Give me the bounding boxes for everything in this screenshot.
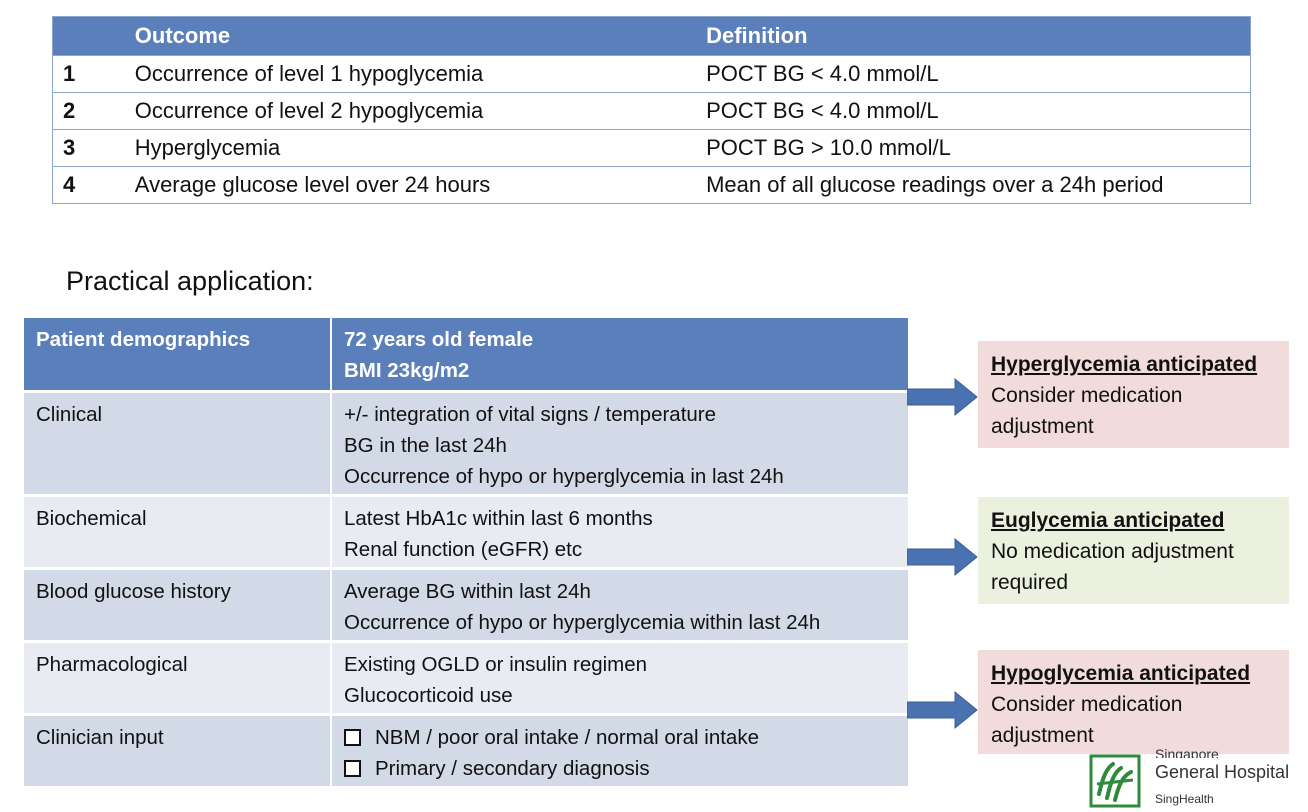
checklist-item: Primary / secondary diagnosis xyxy=(344,753,896,784)
row-number: 1 xyxy=(63,61,76,86)
row-outcome: Occurrence of level 1 hypoglycemia xyxy=(134,61,484,86)
euglycemia-box: Euglycemia anticipated No medication adj… xyxy=(978,497,1289,604)
demographics-line: BMI 23kg/m2 xyxy=(344,359,470,382)
detail-line: +/- integration of vital signs / tempera… xyxy=(344,403,717,426)
row-definition: Mean of all glucose readings over a 24h … xyxy=(706,172,1164,197)
logo-line-2: General Hospital xyxy=(1155,762,1290,782)
row-definition: POCT BG < 4.0 mmol/L xyxy=(706,61,939,86)
box-text: Consider medication adjustment xyxy=(991,693,1183,747)
header-definition: Definition xyxy=(706,23,808,48)
detail-line: BG in the last 24h xyxy=(344,434,507,457)
table-row: 1 Occurrence of level 1 hypoglycemia POC… xyxy=(52,55,1251,93)
box-title: Hyperglycemia anticipated xyxy=(991,353,1258,376)
table-row: 2 Occurrence of level 2 hypoglycemia POC… xyxy=(52,92,1251,130)
row-details: Latest HbA1c within last 6 months Renal … xyxy=(331,494,908,569)
header-outcome: Outcome xyxy=(134,23,231,48)
row-label: Blood glucose history xyxy=(24,567,332,642)
hypoglycemia-box: Hypoglycemia anticipated Consider medica… xyxy=(978,650,1289,754)
section-title: Practical application: xyxy=(66,266,314,296)
sgh-logo-icon xyxy=(1089,754,1141,808)
row-definition: POCT BG > 10.0 mmol/L xyxy=(706,135,951,160)
checkbox-icon xyxy=(344,760,361,777)
row-label: Biochemical xyxy=(24,494,332,569)
hyperglycemia-box: Hyperglycemia anticipated Consider medic… xyxy=(978,341,1289,448)
detail-line: Occurrence of hypo or hyperglycemia in l… xyxy=(344,465,784,488)
right-arrow-icon xyxy=(907,537,978,577)
box-title: Hypoglycemia anticipated xyxy=(991,662,1251,685)
row-definition: POCT BG < 4.0 mmol/L xyxy=(706,98,939,123)
checklist-label: Primary / secondary diagnosis xyxy=(375,757,650,780)
row-details: Average BG within last 24h Occurrence of… xyxy=(331,567,908,642)
row-label: Clinical xyxy=(24,390,332,496)
row-number: 4 xyxy=(63,172,76,197)
detail-line: Latest HbA1c within last 6 months xyxy=(344,507,653,530)
box-text: Consider medication adjustment xyxy=(991,384,1183,438)
box-text: No medication adjustment required xyxy=(991,540,1234,594)
row-details: Existing OGLD or insulin regimen Glucoco… xyxy=(331,640,908,715)
row-label: Clinician input xyxy=(24,713,332,786)
table-row: Clinician input NBM / poor oral intake /… xyxy=(24,713,908,786)
practical-application-table: Patient demographics 72 years old female… xyxy=(24,318,908,786)
demographics-label: Patient demographics xyxy=(24,318,332,392)
checklist-label: NBM / poor oral intake / normal oral int… xyxy=(375,726,759,749)
row-number: 2 xyxy=(63,98,76,123)
outcome-definitions-table: Outcome Definition 1 Occurrence of level… xyxy=(52,16,1251,204)
logo-line-1: Singapore xyxy=(1155,746,1219,758)
detail-line: Average BG within last 24h xyxy=(344,580,591,603)
detail-line: Renal function (eGFR) etc xyxy=(344,538,583,561)
table-row: Pharmacological Existing OGLD or insulin… xyxy=(24,640,908,715)
table-row: Biochemical Latest HbA1c within last 6 m… xyxy=(24,494,908,569)
sgh-logo: Singapore General Hospital SingHealth xyxy=(1089,746,1305,812)
detail-line: Existing OGLD or insulin regimen xyxy=(344,653,648,676)
box-title: Euglycemia anticipated xyxy=(991,509,1225,532)
demographics-line: 72 years old female xyxy=(344,328,534,351)
detail-line: Glucocorticoid use xyxy=(344,684,513,707)
table-row: 4 Average glucose level over 24 hours Me… xyxy=(52,166,1251,204)
row-outcome: Hyperglycemia xyxy=(134,135,281,160)
row-details: +/- integration of vital signs / tempera… xyxy=(331,390,908,496)
logo-line-3: SingHealth xyxy=(1155,792,1214,806)
demographics-values: 72 years old female BMI 23kg/m2 xyxy=(331,318,908,392)
header-num xyxy=(53,17,125,56)
checkbox-icon xyxy=(344,729,361,746)
detail-line: Occurrence of hypo or hyperglycemia with… xyxy=(344,611,821,634)
outcome-table-header: Outcome Definition xyxy=(52,16,1251,56)
row-outcome: Average glucose level over 24 hours xyxy=(134,172,491,197)
checklist-item: NBM / poor oral intake / normal oral int… xyxy=(344,722,896,753)
right-arrow-icon xyxy=(907,377,978,417)
row-details: NBM / poor oral intake / normal oral int… xyxy=(331,713,908,786)
row-label: Pharmacological xyxy=(24,640,332,715)
row-number: 3 xyxy=(63,135,76,160)
table-row: 3 Hyperglycemia POCT BG > 10.0 mmol/L xyxy=(52,129,1251,167)
demographics-row: Patient demographics 72 years old female… xyxy=(24,318,908,392)
right-arrow-icon xyxy=(907,690,978,730)
table-row: Blood glucose history Average BG within … xyxy=(24,567,908,642)
table-row: Clinical +/- integration of vital signs … xyxy=(24,390,908,496)
row-outcome: Occurrence of level 2 hypoglycemia xyxy=(134,98,484,123)
